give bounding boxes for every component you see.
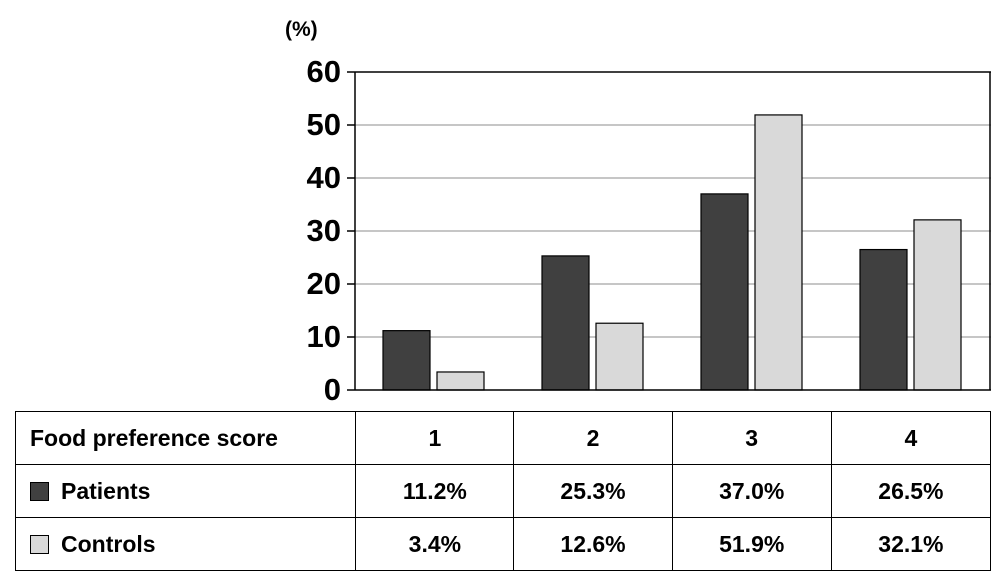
legend-label-controls: Controls <box>61 530 156 557</box>
y-tick-label: 30 <box>307 213 341 248</box>
bar-patients-2 <box>541 255 590 391</box>
bar-chart: 0 10 20 30 40 50 60 <box>307 54 991 407</box>
table-header-label: Food preference score <box>14 411 357 465</box>
bar-controls-3 <box>754 114 803 391</box>
table-header-category: 2 <box>513 411 673 465</box>
table-row-label: Controls <box>14 517 357 571</box>
bar-patients-3 <box>700 193 749 391</box>
legend-label-patients: Patients <box>61 477 151 504</box>
table-header-row: Food preference score 1 2 3 4 <box>14 411 991 465</box>
legend-swatch-controls <box>30 534 49 554</box>
y-tick-label: 0 <box>324 372 341 407</box>
y-tick-label: 50 <box>307 107 341 142</box>
table-row-label: Patients <box>14 464 357 518</box>
y-tick-label: 20 <box>307 266 341 301</box>
table-row-controls: Controls 3.4% 12.6% 51.9% 32.1% <box>14 517 991 571</box>
table-cell: 12.6% <box>513 517 673 571</box>
y-axis-unit-label: (%) <box>285 18 318 41</box>
table-cell: 26.5% <box>830 464 991 518</box>
table-cell: 25.3% <box>513 464 673 518</box>
data-table: Food preference score 1 2 3 4 Patients 1… <box>14 411 991 571</box>
table-header-category: 1 <box>355 411 515 465</box>
table-header-category: 3 <box>671 411 832 465</box>
bar-controls-4 <box>913 219 962 391</box>
y-tick-label: 10 <box>307 319 341 354</box>
table-cell: 51.9% <box>671 517 832 571</box>
table-cell: 37.0% <box>671 464 832 518</box>
bar-patients-1 <box>382 330 431 391</box>
table-cell: 11.2% <box>355 464 515 518</box>
legend-swatch-patients <box>30 481 49 501</box>
y-tick-label: 40 <box>307 160 341 195</box>
bar-patients-4 <box>859 248 908 391</box>
table-cell: 3.4% <box>355 517 515 571</box>
table-header-category: 4 <box>830 411 991 465</box>
bar-controls-1 <box>436 371 485 391</box>
table-cell: 32.1% <box>830 517 991 571</box>
bar-controls-2 <box>595 322 644 391</box>
y-tick-label: 60 <box>307 54 341 89</box>
table-row-patients: Patients 11.2% 25.3% 37.0% 26.5% <box>14 464 991 518</box>
